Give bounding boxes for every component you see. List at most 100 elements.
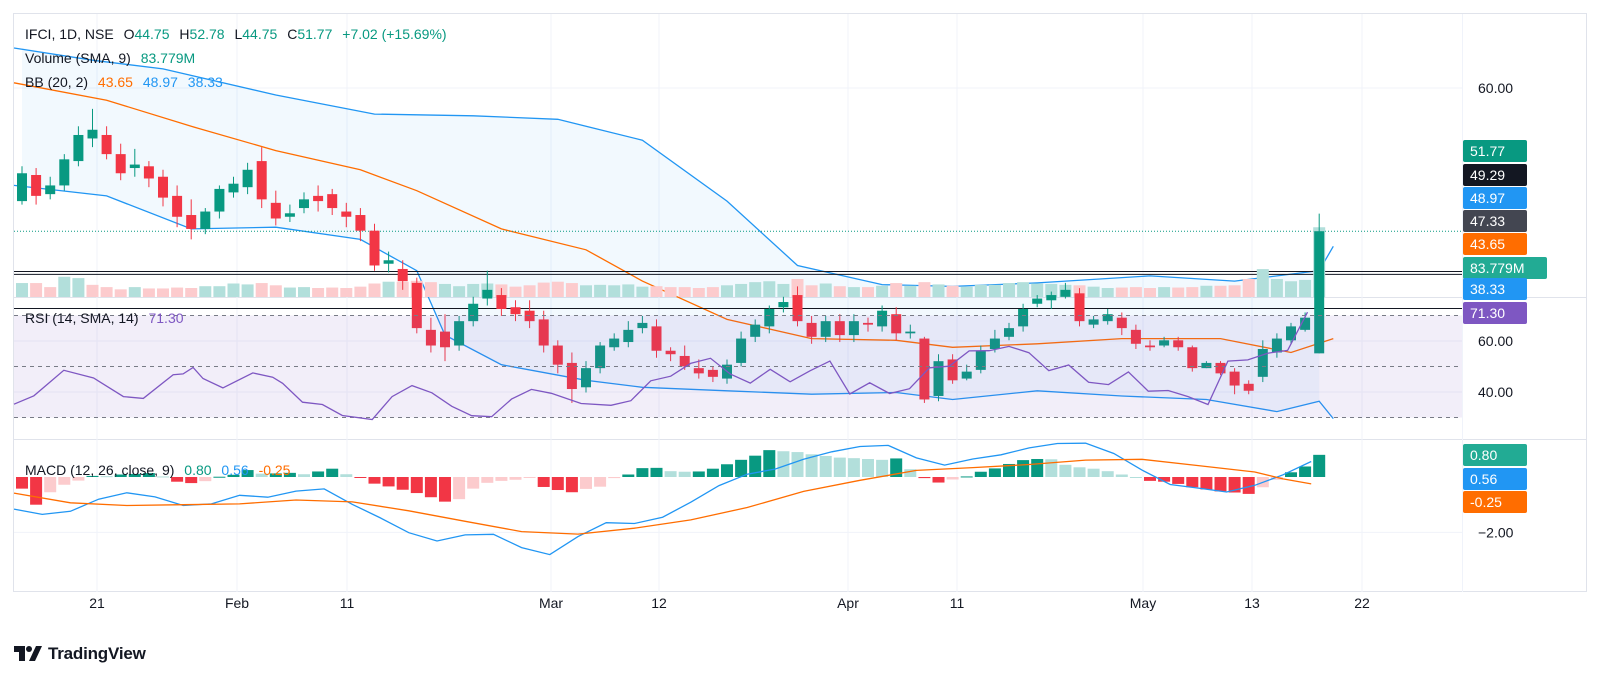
close-price-label-bg (1463, 140, 1527, 162)
macd-histogram-bar (1299, 466, 1312, 477)
candle-body (961, 371, 972, 379)
macd-signal-line (13, 458, 1312, 535)
volume-bar (171, 287, 184, 297)
candle-body (707, 369, 718, 377)
time-tick-label: 11 (950, 595, 965, 611)
candle-body (1102, 314, 1113, 322)
macd-histogram-bar (439, 477, 451, 502)
symbol-label: IFCI, 1D, NSE (25, 26, 114, 42)
macd-histogram-bar (467, 477, 480, 489)
candle-body (158, 176, 168, 198)
candle-body (863, 322, 873, 325)
macd-histogram-bar (565, 477, 578, 493)
candle-body (1243, 383, 1254, 391)
volume-bar (636, 286, 649, 297)
macd-histogram-bar (537, 477, 550, 487)
macd-histogram-bar (1313, 454, 1326, 477)
candle-body (270, 202, 281, 219)
bb-band-fill (22, 48, 1320, 412)
macd-histogram-bar (453, 477, 466, 500)
volume-bar (876, 285, 889, 297)
candle-body (482, 289, 493, 299)
macd-label: MACD (12, 26, close, 9) (25, 462, 175, 478)
volume-bar (1285, 281, 1297, 297)
macd-histogram-bar (424, 477, 437, 498)
macd-histogram-bar (692, 471, 705, 477)
volume-bar (453, 286, 466, 297)
macd-histogram-bar (326, 468, 339, 477)
volume-bar (1115, 287, 1128, 297)
macd-signal-value: -0.25 (258, 462, 291, 478)
volume-bar (523, 285, 536, 297)
candle-body (820, 321, 831, 337)
candle-body (214, 188, 225, 212)
candle-body (1018, 308, 1029, 327)
candle-body (425, 329, 436, 346)
macd-histogram-bar (128, 473, 141, 477)
macd-histogram-bar (1045, 459, 1058, 477)
close-value: 51.77 (297, 26, 333, 42)
candle-body (1286, 326, 1296, 341)
macd-histogram-bar (988, 468, 1001, 477)
candle-body (848, 321, 859, 336)
candle-body (1032, 298, 1043, 304)
macd-histogram-bar (481, 477, 494, 483)
volume-bar (368, 283, 381, 297)
tradingview-logo[interactable]: TradingView (14, 644, 146, 664)
macd-histogram-bar (636, 468, 649, 477)
candle-body (792, 295, 803, 322)
time-tick-label: 13 (1244, 595, 1260, 611)
candle-body (87, 129, 98, 139)
candle-body (45, 185, 56, 195)
macd-histogram-bar (622, 474, 635, 477)
candle-body (1187, 347, 1198, 369)
macd-histogram-bar (241, 470, 254, 477)
candle-body (73, 134, 84, 162)
macd-line-label-bg (1463, 468, 1527, 490)
macd-histogram-bar (1031, 458, 1044, 477)
volume-bar (1158, 287, 1171, 297)
high-label: H (179, 26, 190, 42)
macd-histogram-bar (269, 473, 282, 477)
volume-bar (1045, 283, 1058, 297)
candle-body (764, 308, 775, 327)
bb-mid-value: 43.65 (97, 74, 133, 90)
macd-line-label: 0.56 (1470, 471, 1497, 487)
macd-histogram-bar (255, 473, 268, 477)
candle-body (1060, 289, 1071, 297)
macd-histogram-bar (171, 477, 184, 482)
macd-histogram-bar (974, 471, 987, 477)
macd-signal-label: -0.25 (1470, 494, 1502, 510)
volume-bar (918, 282, 931, 297)
low-value: 44.75 (242, 26, 278, 42)
candle-body (1159, 340, 1170, 346)
level-label: 49.29 (1470, 167, 1505, 183)
macd-histogram-bar (833, 457, 846, 477)
candle-body (989, 338, 1000, 349)
macd-histogram-bar (1172, 477, 1185, 484)
macd-histogram-bar (946, 477, 959, 480)
candle-body (877, 310, 888, 327)
candle-body (129, 164, 140, 169)
candle-body (933, 361, 944, 396)
volume-bar (537, 282, 550, 297)
volume-bar (847, 287, 860, 297)
volume-bar (114, 289, 127, 297)
macd-histogram-bar (876, 459, 889, 477)
bb-label: BB (20, 2) (25, 74, 89, 90)
volume-bar (1228, 285, 1241, 297)
macd-histogram-bar (763, 450, 776, 477)
candle-body (736, 338, 747, 363)
candle-body (1088, 319, 1099, 325)
macd-histogram-bar (16, 477, 28, 489)
candle-body (200, 211, 211, 229)
candle-body (242, 169, 253, 188)
volume-bar (241, 284, 254, 297)
candle-body (595, 345, 606, 369)
macd-histogram-bar (72, 477, 85, 481)
volume-bar (227, 283, 240, 297)
volume-bar (650, 286, 663, 297)
macd-histogram-bar (340, 474, 353, 477)
volume-bar (185, 288, 198, 297)
